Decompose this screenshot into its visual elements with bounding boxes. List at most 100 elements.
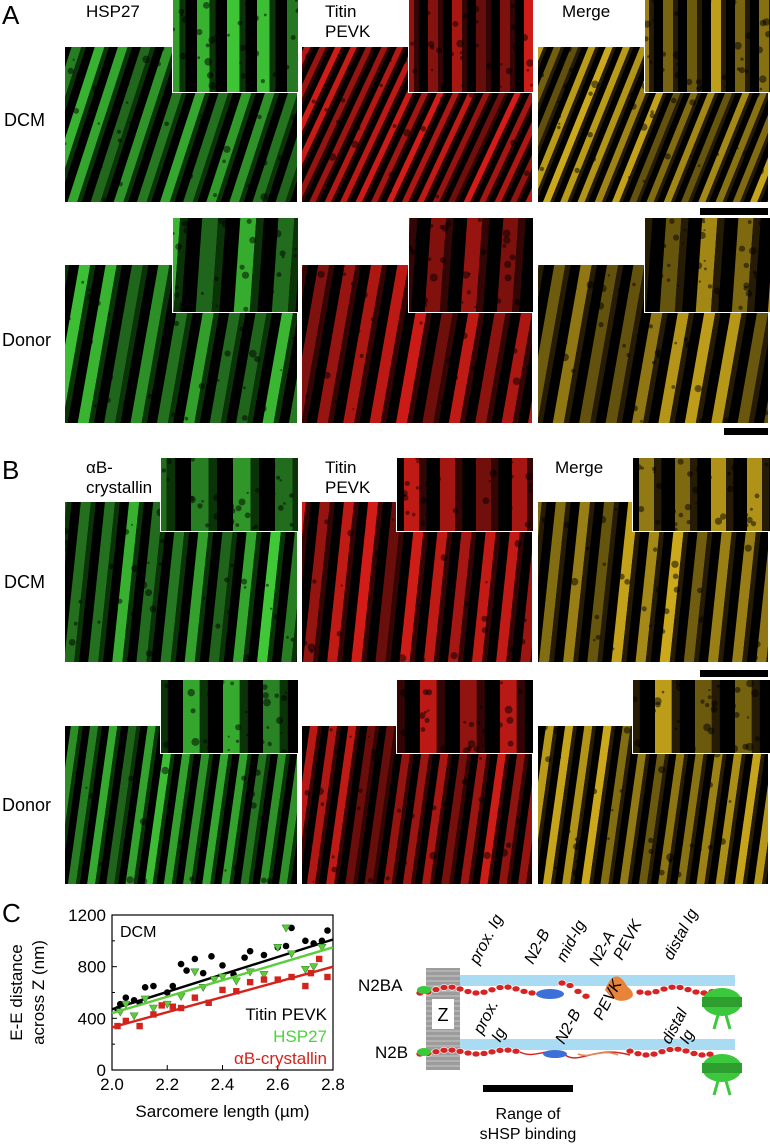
data-point [205, 999, 212, 1007]
ig-domain [511, 1047, 521, 1055]
data-point [315, 955, 323, 963]
ig-domain [691, 988, 701, 996]
ig-domain [503, 1046, 513, 1054]
ig-domain [439, 1046, 449, 1054]
col-label-ab-crystallin: αB- crystallin [86, 458, 153, 497]
ig-domain [471, 989, 481, 997]
data-point [324, 973, 331, 981]
ig-domain [479, 988, 489, 996]
fit-line [111, 965, 334, 1029]
row-label-dcm-a: DCM [4, 110, 45, 130]
data-point [233, 988, 240, 995]
y-tick-label: 0 [97, 1061, 106, 1080]
y-axis-label: across Z (nm) [29, 940, 48, 1045]
x-axis-label: Sarcomere length (µm) [135, 1102, 309, 1121]
legend-entry: Titin PEVK [245, 1005, 327, 1024]
inset-a-donor-merge [644, 218, 770, 313]
ig-domain [439, 984, 449, 991]
ig-domain [667, 983, 677, 991]
ig-domain [573, 988, 583, 995]
ig-domain [527, 989, 537, 997]
data-point [191, 955, 199, 963]
scatter-chart: 2.0 2.2 2.4 2.6 2.8 0 400 800 1200 Sarcomere leng… [7, 906, 345, 1121]
col-label-hsp27: HSP27 [86, 2, 140, 21]
data-point [219, 962, 226, 969]
row-label-n2ba: N2BA [358, 976, 403, 995]
data-point [317, 943, 327, 952]
inset-a-dcm-red [408, 0, 533, 93]
data-point [199, 969, 207, 977]
fit-line [111, 946, 334, 1015]
ig-domain [455, 985, 465, 993]
data-point [260, 951, 268, 959]
chart-title: DCM [120, 924, 156, 941]
micrograph-a-donor-green [65, 265, 297, 423]
ig-domain [683, 986, 693, 993]
panel-letter-b: B [2, 455, 20, 485]
data-point [177, 960, 185, 968]
ig-domain [479, 1050, 489, 1057]
data-point [190, 968, 200, 977]
inset-b-donor-red [396, 680, 533, 754]
data-point [158, 1002, 165, 1009]
inset-a-dcm-green [172, 0, 298, 93]
z-anchor [417, 986, 431, 994]
z-label-box [432, 999, 454, 1029]
data-point [150, 1011, 157, 1018]
ig-domain [447, 1046, 457, 1054]
y-tick-label: 800 [78, 958, 106, 977]
data-point [231, 977, 241, 986]
range-label: sHSP binding [480, 1126, 577, 1143]
ig-domain [463, 1049, 473, 1057]
row-label-donor-a: Donor [2, 330, 52, 350]
data-point [122, 1017, 130, 1025]
m-band-core [702, 997, 742, 1007]
data-point [273, 943, 283, 952]
data-point [122, 994, 130, 1001]
ig-domain [511, 985, 521, 993]
m-band-leg [712, 1080, 732, 1096]
data-point [281, 924, 291, 933]
ig-domain [463, 988, 473, 995]
legend-entry: HSP27 [273, 1027, 327, 1046]
data-point [183, 967, 190, 974]
ig-domain [455, 1048, 465, 1055]
data-point [169, 982, 177, 990]
ig-domain [565, 982, 575, 989]
panel-letter-a: A [2, 0, 20, 30]
data-point [287, 950, 297, 959]
range-label: Range of [496, 1106, 561, 1123]
ig-domain [681, 1047, 691, 1055]
panel-letter-c: C [2, 898, 21, 928]
ig-domain [519, 988, 529, 995]
ig-domain [651, 988, 661, 995]
y-axis-label: E-E distance [7, 944, 26, 1040]
data-point [302, 937, 309, 945]
micrograph-a-donor-merge [538, 265, 768, 423]
data-point [208, 953, 215, 960]
domain-label-n2ba: N2-B [522, 926, 554, 966]
x-tick-label: 2.0 [100, 1075, 124, 1094]
ig-domain [495, 984, 505, 991]
col-label-titin-pevk-b: Titin PEVK [325, 458, 371, 497]
data-point [150, 982, 157, 990]
data-point [140, 995, 150, 1004]
y-tick-label: 1200 [68, 906, 106, 925]
data-point [169, 1003, 176, 1010]
col-label-merge-b: Merge [555, 458, 604, 477]
m-band-core [702, 1063, 742, 1073]
inset-a-donor-red [408, 218, 533, 313]
data-point [141, 984, 149, 991]
ig-domain [487, 986, 497, 994]
ig-domain [581, 992, 591, 1000]
data-point [309, 963, 319, 972]
scale-bar-a-dcm [700, 208, 768, 215]
z-label: Z [438, 1005, 449, 1025]
row-label-n2b: N2B [375, 1043, 408, 1062]
data-point [162, 1000, 172, 1009]
y-tick-label: 400 [78, 1009, 106, 1028]
row-label-donor-b: Donor [2, 795, 52, 815]
micrograph-a-dcm-merge [538, 47, 768, 202]
thick-filament-band [435, 975, 735, 986]
ig-domain [625, 1047, 635, 1055]
